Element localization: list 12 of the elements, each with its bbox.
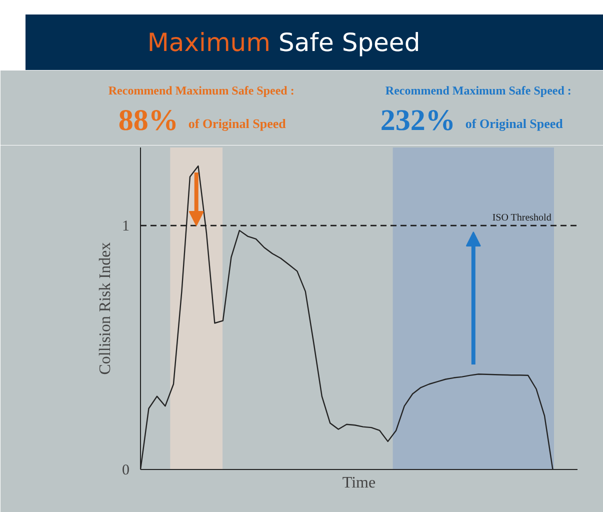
text: of Original Speed	[188, 116, 287, 131]
text: Recommend Maximum Safe Speed :	[385, 84, 572, 98]
ref-line-label: ISO Threshold	[492, 212, 552, 224]
text: 232%	[380, 104, 456, 137]
x-axis-title: Time	[342, 474, 376, 492]
text: Recommend Maximum Safe Speed :	[108, 84, 294, 98]
y-tick-label: 0	[122, 462, 130, 478]
chart-title: Maximum Safe Speed	[147, 28, 420, 57]
y-axis-title: Collision Risk Index	[97, 242, 114, 375]
text: 88%	[118, 104, 178, 137]
y-tick-label: 1	[122, 218, 130, 235]
text: of Original Speed	[465, 116, 564, 131]
